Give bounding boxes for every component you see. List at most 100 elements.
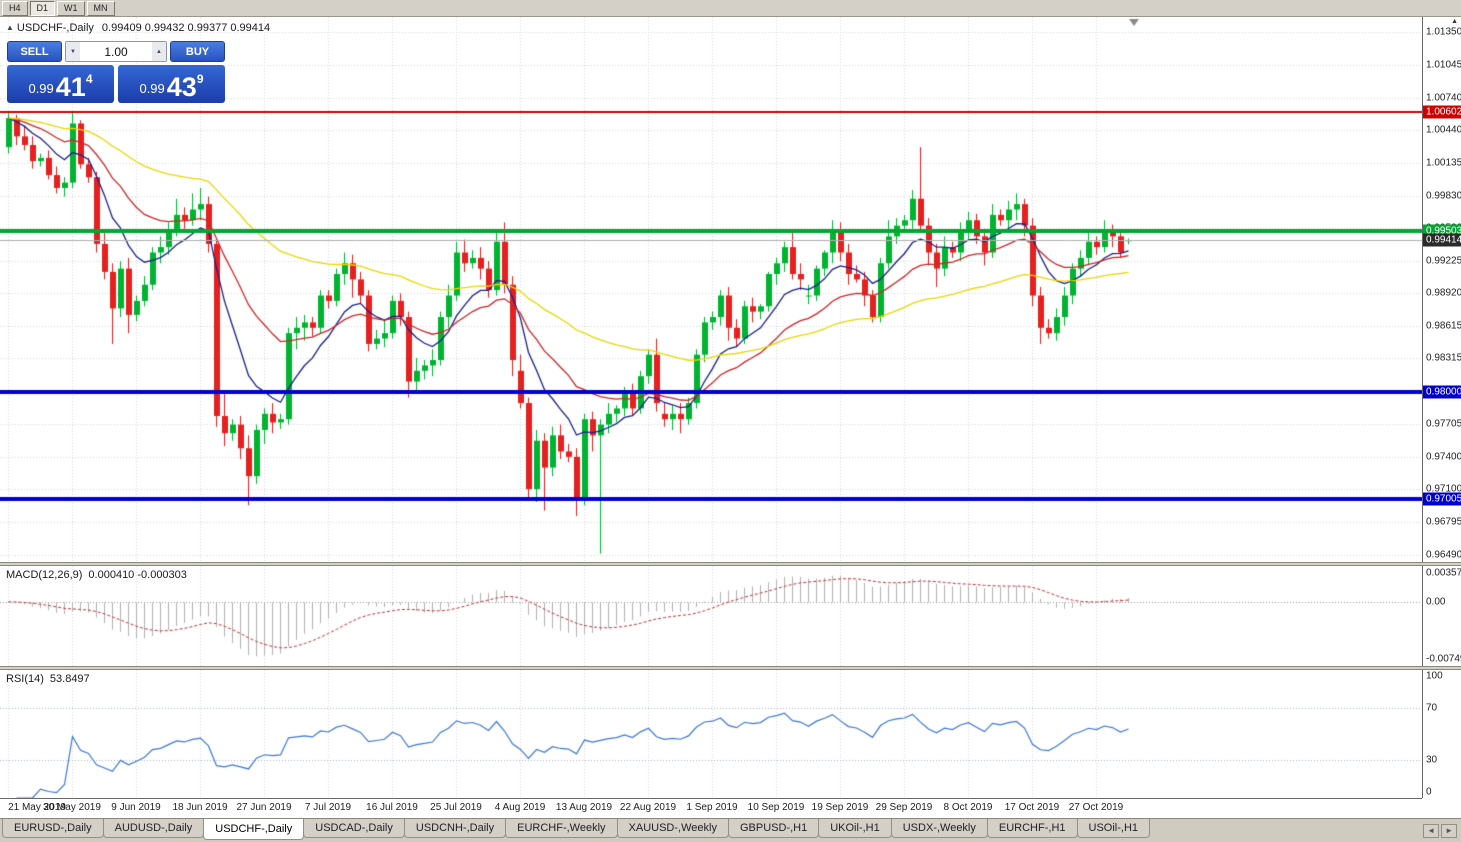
- price-tick: 1.00135: [1426, 157, 1461, 169]
- rsi-axis-tick: 70: [1426, 702, 1438, 714]
- date-label: 25 Jul 2019: [430, 802, 482, 813]
- price-tick: 0.99225: [1426, 255, 1461, 267]
- tab-scroll-right-button[interactable]: ►: [1441, 823, 1457, 838]
- date-label: 8 Oct 2019: [943, 802, 993, 813]
- price-tick: 0.97705: [1426, 418, 1461, 430]
- date-label: 30 May 2019: [43, 802, 101, 813]
- price-axis[interactable]: ▲ 1.01350 1.01045 1.00740 1.00440 1.00135 0.9…: [1422, 17, 1461, 798]
- rsi-axis-tick: 0: [1426, 786, 1432, 798]
- date-label: 17 Oct 2019: [1004, 802, 1060, 813]
- chart-title: ▲ USDCHF-,Daily 0.99409 0.99432 0.99377 0.…: [6, 22, 270, 34]
- timeframe-button-h4[interactable]: H4: [2, 0, 28, 16]
- symbol-tab-gbpusdh1[interactable]: GBPUSD-,H1: [727, 819, 820, 838]
- timeframe-button-mn[interactable]: MN: [86, 0, 115, 16]
- symbol-tab-usdxweekly[interactable]: USDX-,Weekly: [890, 819, 988, 838]
- symbol-tab-xauusdweekly[interactable]: XAUUSD-,Weekly: [616, 819, 729, 838]
- macd-axis-tick: 0.003574: [1426, 567, 1461, 579]
- price-chart-canvas[interactable]: [0, 17, 1422, 562]
- rsi-indicator-label: RSI(14) 53.8497: [6, 673, 90, 685]
- macd-pane-canvas[interactable]: [0, 566, 1422, 666]
- macd-values: 0.000410 -0.000303: [88, 569, 187, 581]
- date-label: 19 Sep 2019: [811, 802, 869, 813]
- date-label: 13 Aug 2019: [555, 802, 613, 813]
- symbol-tab-ukoilh1[interactable]: UKOil-,H1: [818, 819, 892, 838]
- date-label: 16 Jul 2019: [366, 802, 418, 813]
- symbol-tab-eurchfweekly[interactable]: EURCHF-,Weekly: [505, 819, 618, 838]
- rsi-axis-tick: 100: [1426, 670, 1443, 682]
- axis-up-arrow-icon: ▲: [1451, 18, 1458, 25]
- sell-price-prefix: 0.99: [28, 81, 54, 96]
- symbol-tab-eurusddaily[interactable]: EURUSD-,Daily: [2, 819, 104, 838]
- rsi-pane-canvas[interactable]: [0, 670, 1422, 798]
- macd-axis-tick: 0.00: [1426, 596, 1446, 608]
- rsi-name: RSI(14): [6, 673, 44, 685]
- rsi-axis-tick: 30: [1426, 754, 1438, 766]
- timeframe-button-d1[interactable]: D1: [29, 0, 56, 16]
- volume-increase-icon[interactable]: ▲: [152, 42, 166, 61]
- rsi-value: 53.8497: [49, 673, 90, 685]
- symbol-tab-eurchfh1[interactable]: EURCHF-,H1: [986, 819, 1078, 838]
- volume-decrease-icon[interactable]: ▼: [66, 42, 80, 61]
- price-tick: 1.01045: [1426, 59, 1461, 71]
- buy-price-prefix: 0.99: [139, 81, 165, 96]
- price-tick: 1.00740: [1426, 92, 1461, 104]
- date-label: 1 Sep 2019: [686, 802, 738, 813]
- date-label: 7 Jul 2019: [304, 802, 352, 813]
- one-click-trading-panel: SELL ▼ 1.00 ▲ BUY 0.99 41 4 0.99 43 9: [7, 41, 225, 103]
- sell-price-display[interactable]: 0.99 41 4: [7, 65, 114, 103]
- timeframe-toolbar: H4 D1 W1 MN: [0, 0, 1461, 17]
- date-label: 4 Aug 2019: [494, 802, 546, 813]
- rsi-pane-splitter[interactable]: [0, 666, 1461, 670]
- sell-button[interactable]: SELL: [7, 41, 62, 62]
- date-label: 27 Oct 2019: [1068, 802, 1124, 813]
- chart-ohlc-values: 0.99409 0.99432 0.99377 0.99414: [101, 22, 271, 34]
- symbol-tab-bar: EURUSD-,Daily AUDUSD-,Daily USDCHF-,Daily U…: [0, 818, 1461, 842]
- price-tick: 0.98920: [1426, 287, 1461, 299]
- price-level-tag: 0.98000: [1423, 385, 1461, 399]
- date-label: 10 Sep 2019: [747, 802, 805, 813]
- chart-symbol-period: USDCHF-,Daily: [16, 22, 94, 34]
- price-tick: 0.98615: [1426, 320, 1461, 332]
- symbol-tab-usoilh1[interactable]: USOil-,H1: [1076, 819, 1151, 838]
- symbol-tab-usdchfdaily[interactable]: USDCHF-,Daily: [203, 819, 305, 840]
- price-tick: 0.96490: [1426, 549, 1461, 561]
- volume-value[interactable]: 1.00: [104, 44, 128, 59]
- price-tick: 1.00440: [1426, 124, 1461, 136]
- time-axis[interactable]: 21 May 2019 30 May 2019 9 Jun 2019 18 Jun 2…: [0, 798, 1422, 818]
- price-tick: 0.99830: [1426, 190, 1461, 201]
- buy-button[interactable]: BUY: [170, 41, 225, 62]
- date-label: 18 Jun 2019: [172, 802, 228, 813]
- date-label: 22 Aug 2019: [619, 802, 677, 813]
- symbol-tabs: EURUSD-,Daily AUDUSD-,Daily USDCHF-,Daily U…: [0, 819, 1151, 840]
- price-level-tag: 0.99414: [1423, 233, 1461, 247]
- price-tick: 0.96795: [1426, 516, 1461, 528]
- chart-title-icon: ▲: [6, 23, 14, 32]
- buy-price-display[interactable]: 0.99 43 9: [118, 65, 225, 103]
- price-tick: 0.97100: [1426, 483, 1461, 495]
- chart-window: ▲ 1.01350 1.01045 1.00740 1.00440 1.00135 0.9…: [0, 17, 1461, 818]
- volume-field[interactable]: ▼ 1.00 ▲: [65, 41, 167, 62]
- price-tick: 0.97400: [1426, 451, 1461, 463]
- symbol-tab-usdcaddaily[interactable]: USDCAD-,Daily: [303, 819, 405, 838]
- macd-name: MACD(12,26,9): [6, 569, 83, 581]
- buy-price-point: 9: [196, 72, 204, 86]
- date-label: 21 May 2019: [8, 802, 66, 813]
- macd-indicator-label: MACD(12,26,9) 0.000410 -0.000303: [6, 569, 187, 581]
- macd-pane-splitter[interactable]: [0, 562, 1461, 566]
- tab-scroll-left-button[interactable]: ◄: [1423, 823, 1440, 838]
- timeframe-button-w1[interactable]: W1: [57, 0, 85, 16]
- sell-price-point: 4: [85, 72, 93, 86]
- timeframe-buttons: H4 D1 W1 MN: [2, 0, 117, 16]
- price-level-tag: 1.00602: [1423, 105, 1461, 119]
- price-tick: 1.01350: [1426, 26, 1461, 38]
- macd-axis-tick: -0.00749: [1426, 653, 1461, 665]
- buy-price-pips: 43: [166, 72, 197, 102]
- price-tick: 0.98315: [1426, 352, 1461, 364]
- sell-price-pips: 41: [55, 72, 86, 102]
- symbol-tab-usdcnhdaily[interactable]: USDCNH-,Daily: [403, 819, 507, 838]
- date-label: 9 Jun 2019: [111, 802, 161, 813]
- symbol-tab-audusddaily[interactable]: AUDUSD-,Daily: [102, 819, 205, 838]
- price-level-tag: 0.97005: [1423, 492, 1461, 506]
- date-label: 27 Jun 2019: [236, 802, 292, 813]
